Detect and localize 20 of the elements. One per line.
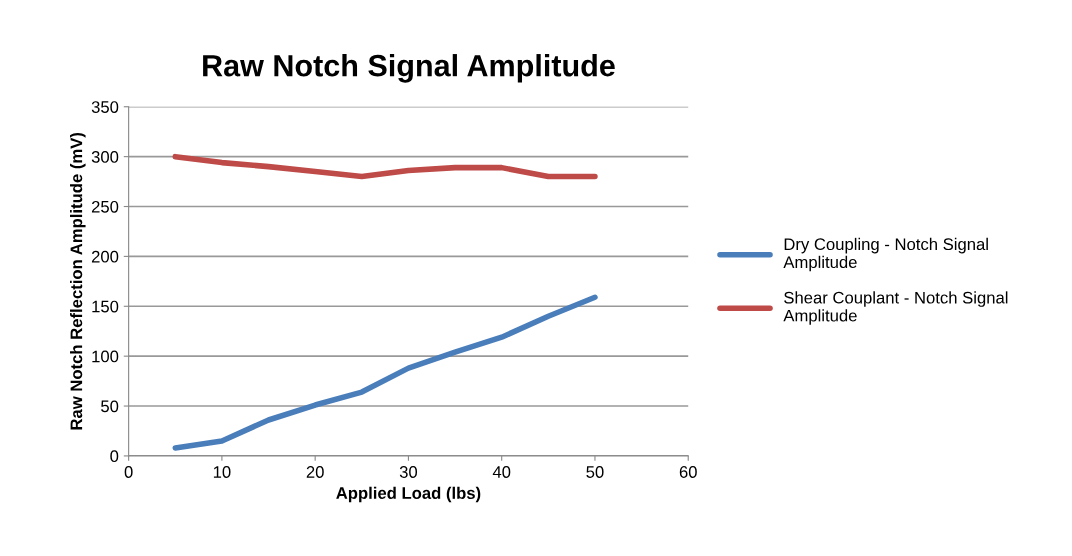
y-tick-label: 0 (110, 450, 119, 463)
x-tick-label: 40 (492, 466, 511, 478)
y-tick-label: 200 (91, 250, 119, 263)
legend-label: Shear Couplant - Notch Signal Amplitude (783, 291, 1008, 325)
chart-title: Raw Notch Signal Amplitude (203, 54, 615, 83)
y-tick-label: 250 (91, 200, 119, 213)
y-tick-label: 150 (92, 300, 119, 313)
x-tick-label: 20 (306, 466, 324, 478)
x-axis-title: Applied Load (lbs) (336, 486, 481, 503)
y-tick-label: 100 (92, 350, 119, 363)
x-tick-label: 10 (213, 466, 231, 478)
x-tick-label: 0 (124, 466, 133, 478)
x-tick-label: 50 (586, 466, 604, 478)
legend-label: Dry Coupling - Notch Signal Amplitude (783, 237, 988, 272)
y-tick-label: 350 (91, 101, 119, 113)
y-tick-label: 300 (91, 151, 119, 163)
y-tick-label: 50 (101, 400, 119, 413)
x-tick-label: 30 (399, 466, 418, 478)
x-tick-label: 60 (679, 466, 697, 478)
y-axis-title: Raw Notch Reflection Amplitude (mV) (70, 132, 86, 430)
